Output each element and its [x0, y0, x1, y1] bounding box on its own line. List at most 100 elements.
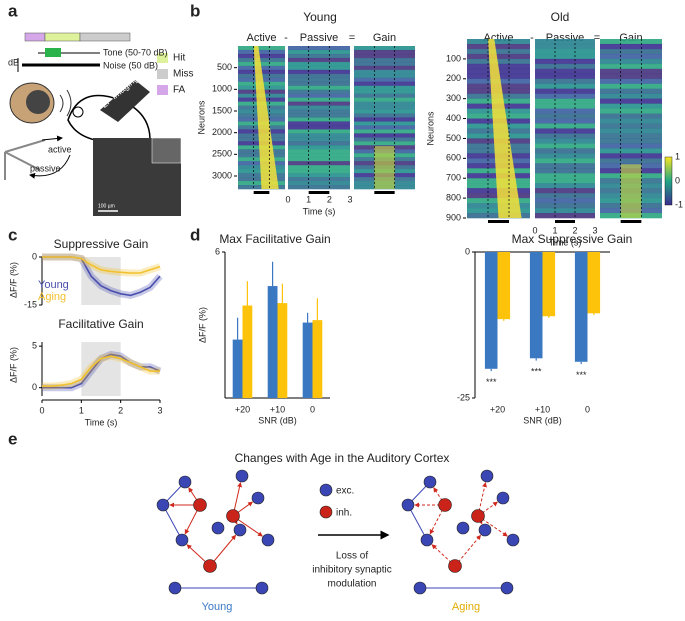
stim-bar: [488, 220, 509, 223]
exc-link: [407, 504, 428, 541]
panel-label: e: [8, 429, 17, 448]
heatmap-row: [288, 61, 350, 67]
exc-node: [233, 523, 247, 537]
exc-node: [413, 581, 427, 595]
y-axis-label: ΔF/F (%): [8, 347, 18, 383]
heatmap-row: [288, 165, 350, 170]
heatmap-row: [535, 68, 595, 75]
y-tick-label: 400: [446, 113, 461, 123]
inh-node: [448, 559, 462, 573]
bar: [529, 252, 543, 359]
operator: =: [594, 32, 600, 44]
y-tick-label: 2000: [212, 127, 232, 137]
bar: [574, 252, 588, 362]
heatmap-row: [535, 123, 595, 129]
heatmap-row: [354, 69, 415, 75]
heatmap: [288, 46, 350, 190]
heatmap: [535, 39, 595, 219]
heatmap-row: [354, 57, 415, 63]
y-axis-label: Neurons: [196, 100, 206, 135]
heatmap-row: [600, 128, 662, 134]
heatmap-row: [535, 143, 595, 149]
heatmap-row: [535, 158, 595, 164]
y-tick-label: 6: [215, 246, 220, 256]
network-diagrams: [156, 469, 520, 595]
heatmap-row: [288, 53, 350, 59]
db-label: dB: [8, 57, 19, 67]
heatmap-row: [354, 73, 415, 79]
heatmap-row: [354, 65, 415, 71]
exc-node: [251, 491, 265, 505]
heatmap-row: [288, 49, 350, 55]
colorbar-tick: 1: [675, 151, 680, 161]
gain-band: [374, 146, 395, 189]
heatmap-row: [600, 53, 662, 60]
y-tick-label: 1500: [212, 105, 232, 115]
y-tick-label: 1000: [212, 84, 232, 94]
heatmap-row: [600, 63, 662, 70]
stimulus-shade: [81, 342, 121, 396]
panel-label: c: [8, 225, 17, 244]
stim-bar: [308, 191, 330, 194]
heatmap-row: [467, 48, 530, 55]
x-tick-label: 0: [39, 405, 44, 415]
x-tick-label: 3: [157, 405, 162, 415]
bar: [267, 286, 278, 398]
heatmap-row: [238, 49, 285, 55]
heatmap-row: [600, 83, 662, 90]
heatmap-row: [288, 65, 350, 71]
y-tick-label: 600: [446, 153, 461, 163]
legend-entry: exc.: [336, 486, 354, 497]
trial-type-label: Hit: [173, 53, 185, 64]
y-axis-label: ΔF/F (%): [8, 262, 18, 298]
heatmap-row: [288, 145, 350, 150]
heatmap-row: [535, 153, 595, 159]
heatmap-row: [600, 58, 662, 65]
heatmap-row: [288, 141, 350, 146]
heatmap-row: [600, 48, 662, 55]
heatmap-row: [288, 181, 350, 186]
heatmap-row: [600, 138, 662, 144]
heatmap-row: [600, 98, 662, 104]
exc-node: [211, 521, 225, 535]
heatmap-row: [535, 73, 595, 80]
heatmap-row: [354, 109, 415, 114]
exc-node: [478, 523, 492, 537]
heatmap-row: [288, 125, 350, 130]
heatmap-row: [354, 129, 415, 134]
heatmap-row: [288, 169, 350, 174]
heatmap-row: [535, 208, 595, 214]
heatmap-row: [288, 113, 350, 118]
column-title: Passive: [300, 32, 339, 44]
panel-label: d: [190, 225, 200, 244]
heatmap-row: [354, 101, 415, 106]
x-tick-label: 1: [79, 405, 84, 415]
exc-node: [420, 533, 434, 547]
y-tick-label: 2500: [212, 149, 232, 159]
chart-title: Facilitative Gain: [58, 317, 143, 331]
arrow-text: Loss of: [336, 551, 368, 562]
heatmap-row: [467, 43, 530, 50]
x-tick-label: +20: [490, 404, 505, 414]
heatmap-row: [535, 168, 595, 174]
heatmap-row: [354, 93, 415, 98]
heatmap-row: [535, 103, 595, 109]
heatmap-row: [535, 213, 595, 219]
heatmap-row: [467, 63, 530, 70]
heatmap-row: [288, 149, 350, 154]
gain-band: [620, 164, 642, 218]
heatmap-row: [600, 133, 662, 139]
panel-label: a: [8, 1, 18, 20]
y-tick-label: 500: [217, 62, 232, 72]
passive-label: passive: [30, 163, 61, 173]
exc-node: [496, 491, 510, 505]
heatmap-row: [238, 46, 285, 51]
heatmap-row: [535, 173, 595, 179]
inh-link: [477, 501, 498, 517]
exc-node: [456, 521, 470, 535]
group-title: Old: [551, 10, 570, 24]
heatmap-row: [288, 93, 350, 98]
heatmap-row: [288, 129, 350, 134]
legend-entry: Aging: [38, 291, 66, 303]
heatmap-row: [535, 63, 595, 70]
